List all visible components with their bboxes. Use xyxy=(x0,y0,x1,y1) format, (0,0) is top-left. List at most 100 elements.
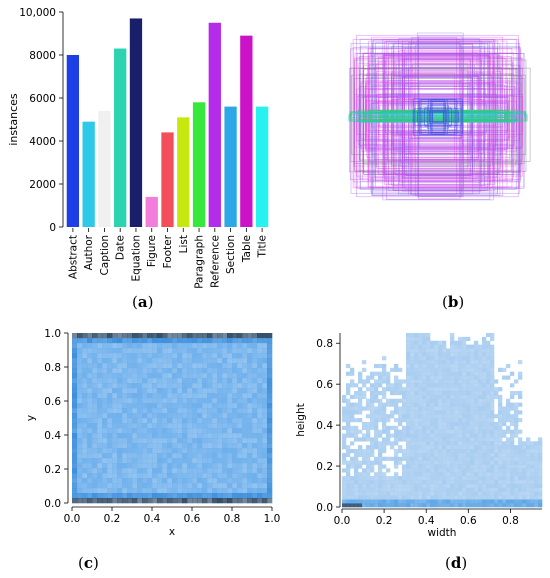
box xyxy=(416,111,460,123)
heatmap-cell xyxy=(458,456,463,461)
heatmap-cell xyxy=(498,476,503,481)
heatmap-cell xyxy=(394,503,399,508)
heatmap-cell xyxy=(172,478,178,484)
heatmap-cell xyxy=(490,421,495,427)
heatmap-cell xyxy=(522,483,527,488)
heatmap-cell xyxy=(454,344,459,349)
box xyxy=(359,38,517,190)
heatmap-cell xyxy=(92,433,98,439)
heatmap-cell xyxy=(172,413,178,419)
heatmap-cell xyxy=(450,445,455,450)
heatmap-cell xyxy=(434,391,439,396)
heatmap-cell xyxy=(142,433,148,439)
heatmap-cell xyxy=(97,353,103,359)
heatmap-cell xyxy=(478,460,483,465)
heatmap-cell xyxy=(82,418,88,424)
heatmap-cell xyxy=(177,373,183,379)
heatmap-cell xyxy=(346,425,351,430)
heatmap-cell xyxy=(262,358,268,364)
heatmap-cell xyxy=(434,472,439,477)
heatmap-cell xyxy=(478,468,483,473)
heatmap-cell xyxy=(112,488,118,494)
heatmap-cell xyxy=(92,398,98,404)
heatmap-cell xyxy=(127,448,133,454)
heatmap-cell xyxy=(222,368,228,374)
heatmap-cell xyxy=(242,448,248,454)
heatmap-cell xyxy=(207,403,213,409)
heatmap-cell xyxy=(502,491,507,496)
heatmap-cell xyxy=(490,406,495,411)
heatmap-cell xyxy=(132,378,138,384)
heatmap-cell xyxy=(510,503,515,508)
heatmap-cell xyxy=(446,398,451,403)
heatmap-cell xyxy=(358,479,363,485)
heatmap-cell xyxy=(454,468,459,473)
heatmap-cell xyxy=(450,464,455,469)
heatmap-cell xyxy=(494,441,499,446)
heatmap-cell xyxy=(370,483,375,488)
heatmap-cell xyxy=(202,418,208,424)
heatmap-cell xyxy=(394,418,399,423)
heatmap-cell xyxy=(474,491,479,496)
heatmap-cell xyxy=(506,418,511,423)
heatmap-cell xyxy=(434,487,439,492)
heatmap-cell xyxy=(247,353,253,359)
heatmap-cell xyxy=(490,437,495,442)
heatmap-cell xyxy=(394,449,399,454)
heatmap-cell xyxy=(430,472,435,477)
heatmap-cell xyxy=(267,333,273,339)
heatmap-cell xyxy=(227,483,233,489)
heatmap-cell xyxy=(147,408,153,414)
heatmap-cell xyxy=(102,458,108,464)
heatmap-cell xyxy=(257,398,263,404)
heatmap-cell xyxy=(112,473,118,479)
heatmap-cell xyxy=(518,410,523,415)
heatmap-cell xyxy=(237,473,243,479)
heatmap-cell xyxy=(72,468,78,474)
heatmap-cell xyxy=(77,443,83,449)
heatmap-cell xyxy=(418,360,423,365)
heatmap-cell xyxy=(212,488,218,494)
heatmap-cell xyxy=(442,468,447,473)
heatmap-cell xyxy=(132,438,138,444)
heatmap-cell xyxy=(434,433,439,438)
heatmap-cell xyxy=(358,371,363,376)
heatmap-cell xyxy=(390,483,395,488)
heatmap-cell xyxy=(172,358,178,364)
heatmap-cell xyxy=(454,499,459,504)
heatmap-cell xyxy=(374,429,379,434)
heatmap-cell xyxy=(142,398,148,404)
heatmap-cell xyxy=(227,458,233,464)
heatmap-cell xyxy=(478,429,483,434)
heatmap-cell xyxy=(430,406,435,411)
heatmap-cell xyxy=(122,338,128,344)
heatmap-cell xyxy=(202,388,208,394)
heatmap-cell xyxy=(72,488,78,494)
heatmap-cell xyxy=(442,383,447,388)
heatmap-cell xyxy=(502,421,507,427)
heatmap-cell xyxy=(107,388,113,394)
heatmap-cell xyxy=(478,445,483,450)
heatmap-cell xyxy=(418,499,423,504)
heatmap-cell xyxy=(434,491,439,496)
heatmap-cell xyxy=(478,348,483,353)
heatmap-cell xyxy=(414,487,419,492)
heatmap-cell xyxy=(242,478,248,484)
heatmap-cell xyxy=(374,472,379,477)
heatmap-cell xyxy=(446,468,451,473)
heatmap-cell xyxy=(406,456,411,461)
heatmap-cell xyxy=(406,499,411,504)
heatmap-cell xyxy=(406,360,411,365)
heatmap-cell xyxy=(438,344,443,349)
heatmap-cell xyxy=(117,408,123,414)
heatmap-cell xyxy=(454,379,459,384)
heatmap-cell xyxy=(458,387,463,392)
heatmap-cell xyxy=(366,503,371,508)
heatmap-cell xyxy=(478,352,483,357)
heatmap-cell xyxy=(494,472,499,477)
heatmap-cell xyxy=(474,383,479,388)
heatmap-cell xyxy=(358,483,363,488)
heatmap-cell xyxy=(478,398,483,403)
heatmap-cell xyxy=(382,402,387,407)
heatmap-cell xyxy=(157,468,163,474)
